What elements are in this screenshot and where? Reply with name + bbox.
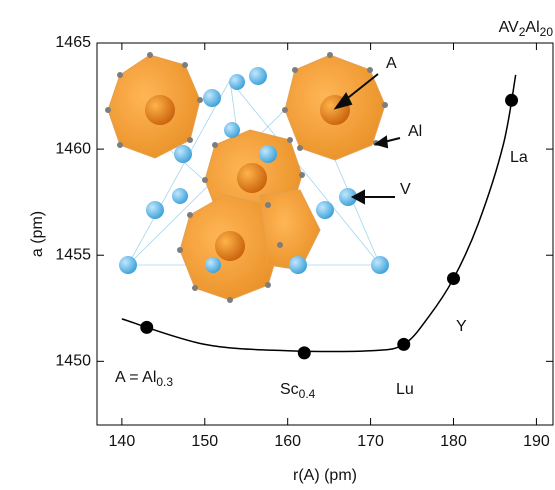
data-point	[397, 337, 411, 351]
annotation-part: Y	[456, 318, 467, 335]
chart-title-sub: 20	[540, 25, 554, 39]
x-tick-label: 170	[357, 433, 384, 450]
x-tick-label: 180	[440, 433, 467, 450]
inset-label: A	[386, 55, 397, 72]
inset-label: V	[400, 181, 411, 198]
x-axis-title: r(A) (pm)	[293, 467, 357, 484]
annotation-sub: 0.3	[156, 375, 173, 389]
data-point	[140, 320, 154, 334]
annotation: Sc0.4	[280, 381, 316, 401]
chart-title-sub: 2	[519, 25, 526, 39]
x-tick-label: 160	[274, 433, 301, 450]
annotation-part: A = Al	[115, 369, 156, 386]
chart-title: AV2Al20	[499, 19, 554, 39]
annotation: Y	[456, 318, 467, 335]
annotation: Lu	[396, 381, 414, 398]
annotation-part: La	[510, 149, 528, 166]
y-tick-label: 1455	[55, 246, 91, 263]
data-point	[297, 346, 311, 360]
y-axis-title: a (pm)	[29, 211, 46, 257]
y-tick-label: 1460	[55, 140, 91, 157]
fit-curve	[121, 74, 517, 353]
y-tick-label: 1465	[55, 34, 91, 51]
annotation-part: Sc	[280, 381, 299, 398]
annotation-sub: 0.4	[299, 387, 316, 401]
y-tick-label: 1450	[55, 353, 91, 370]
annotation: La	[510, 149, 528, 166]
inset-label: Al	[408, 123, 422, 140]
annotation-part: Lu	[396, 381, 414, 398]
plot-frame	[96, 42, 554, 426]
data-point	[505, 93, 519, 107]
x-tick-label: 190	[523, 433, 550, 450]
x-tick-label: 140	[109, 433, 136, 450]
annotation: A = Al0.3	[115, 369, 173, 389]
data-point	[447, 272, 461, 286]
x-tick-label: 150	[191, 433, 218, 450]
chart-title-part: Al	[525, 19, 539, 36]
crystal-inset	[105, 52, 401, 303]
chart-title-part: AV	[499, 19, 519, 36]
